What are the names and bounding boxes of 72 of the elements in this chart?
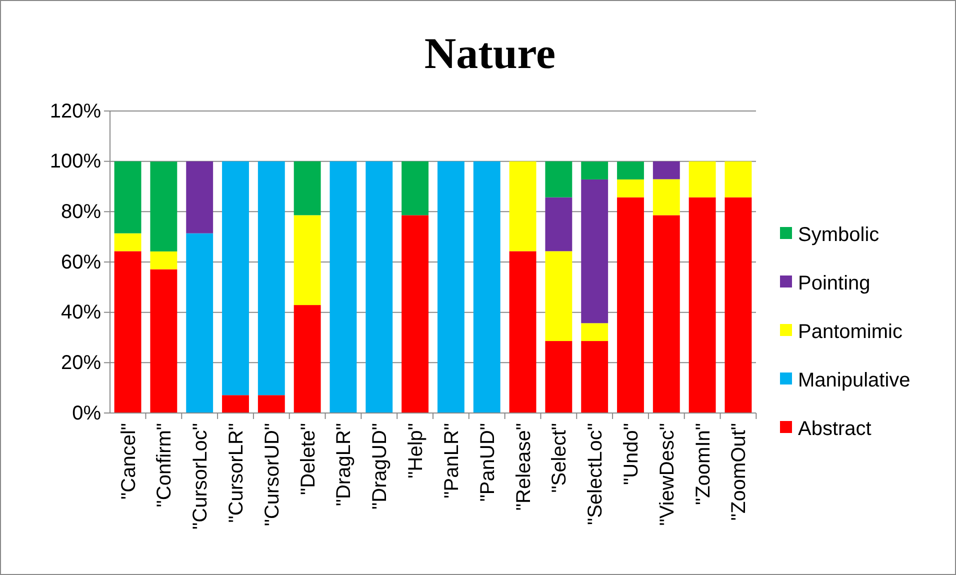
- bar: [114, 251, 142, 413]
- bar: [222, 395, 249, 413]
- legend-label: Manipulative: [798, 370, 910, 392]
- bar: [652, 215, 680, 413]
- bar: [437, 161, 464, 413]
- bar: [150, 251, 178, 270]
- x-tick-label: "ZoomOut": [728, 423, 750, 521]
- x-tick-label: "DragLR": [333, 423, 356, 506]
- x-tick-label: "ZoomIn": [692, 423, 714, 506]
- bar: [402, 161, 429, 216]
- bar: [330, 161, 357, 413]
- y-tick-label: 40%: [60, 302, 102, 324]
- bar: [581, 162, 608, 180]
- y-tick-label: 20%: [60, 352, 102, 374]
- bar: [114, 233, 142, 252]
- legend-label: Symbolic: [798, 224, 880, 246]
- y-tick-label: 120%: [50, 100, 102, 122]
- x-tick-label: "CursorUD": [261, 423, 284, 526]
- x-tick-label: "PanUD": [476, 423, 499, 502]
- x-tick-label: "Release": [512, 423, 535, 511]
- bar: [509, 251, 536, 413]
- bar: [402, 215, 429, 413]
- x-tick-label: "Undo": [620, 423, 642, 486]
- bar: [545, 341, 572, 413]
- x-tick-label: "Cancel": [118, 423, 140, 500]
- bar: [150, 162, 178, 252]
- bar: [186, 233, 214, 413]
- bar: [545, 197, 572, 252]
- x-tick-label: "Select": [548, 423, 571, 493]
- bar: [186, 161, 214, 234]
- bar: [652, 179, 680, 216]
- bar: [150, 269, 178, 413]
- bar: [617, 162, 644, 180]
- y-tick-label: 80%: [60, 201, 102, 224]
- bar: [294, 305, 321, 413]
- bar: [258, 395, 285, 413]
- x-tick-label: "Help": [405, 423, 428, 478]
- bar: [581, 323, 608, 342]
- bar: [688, 161, 716, 198]
- bar: [473, 161, 500, 413]
- bar: [724, 197, 752, 413]
- bar: [545, 161, 572, 198]
- x-tick-label: "ViewDesc": [656, 423, 678, 526]
- bar: [545, 251, 572, 342]
- x-tick-label: "Delete": [297, 423, 320, 496]
- bar: [581, 179, 608, 324]
- bar: [581, 341, 608, 413]
- bar: [114, 161, 142, 234]
- bar: [294, 215, 321, 306]
- bar: [222, 161, 249, 396]
- y-tick-label: 60%: [60, 251, 102, 274]
- bar: [294, 161, 321, 216]
- chart-title: Nature: [424, 29, 556, 78]
- legend-label: Pointing: [798, 272, 870, 294]
- bar: [509, 161, 536, 252]
- x-tick-label: "SelectLoc": [584, 423, 607, 526]
- bar: [617, 197, 644, 413]
- x-tick-label: "PanLR": [440, 423, 463, 498]
- y-tick-label: 100%: [50, 150, 102, 173]
- x-tick-label: "CursorLoc": [190, 423, 212, 530]
- bar: [724, 161, 752, 198]
- legend-label: Abstract: [798, 418, 872, 440]
- bar: [652, 161, 680, 180]
- bar: [258, 161, 285, 396]
- bar: [617, 179, 644, 198]
- x-tick-label: "DragUD": [369, 423, 392, 510]
- legend-label: Pantomimic: [798, 321, 902, 343]
- bar: [688, 197, 716, 413]
- x-tick-label: "Confirm": [154, 423, 176, 508]
- bar: [366, 161, 393, 413]
- y-tick-label: 0%: [72, 402, 102, 424]
- x-tick-label: "CursorLR": [226, 423, 248, 523]
